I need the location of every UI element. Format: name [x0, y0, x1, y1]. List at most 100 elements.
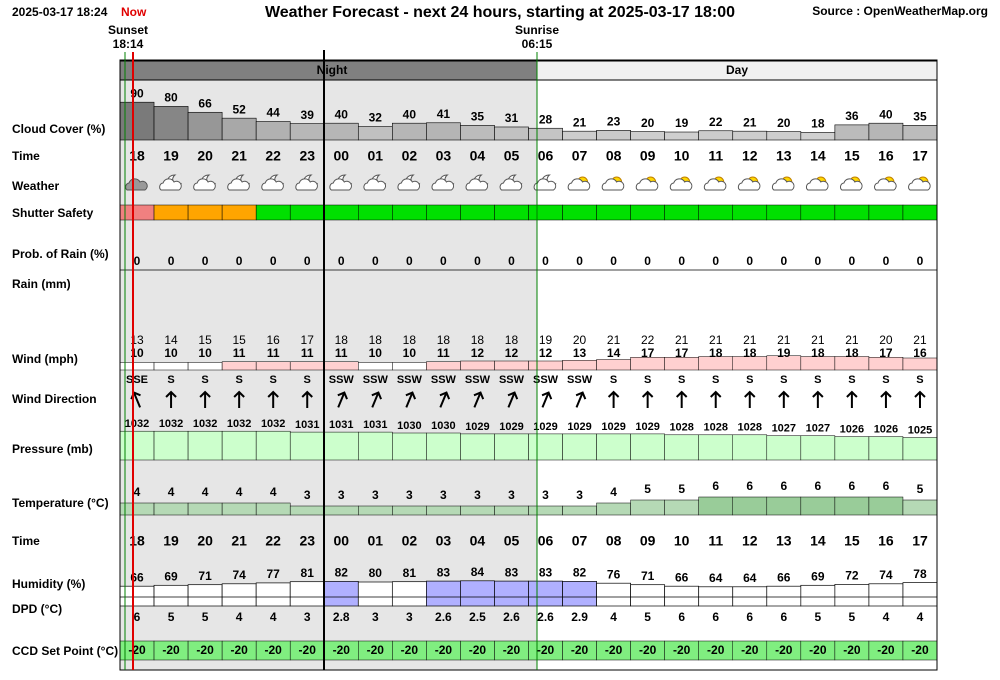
- cloud-bar: [460, 125, 495, 141]
- humidity-bar: [153, 584, 189, 607]
- cloud-value: 80: [164, 91, 178, 105]
- cloud-icon: [805, 178, 829, 191]
- temperature-value: 6: [780, 479, 787, 493]
- period-label: Day: [726, 63, 748, 77]
- hour-label: 14: [810, 533, 826, 549]
- wind-arrow: [575, 391, 587, 408]
- timestamp: 2025-03-17 18:24: [12, 5, 108, 19]
- sunrise-label: Sunrise: [515, 23, 559, 37]
- wind-direction: SSW: [567, 374, 593, 386]
- rain-probability: 0: [406, 254, 413, 268]
- pressure-value: 1029: [499, 421, 523, 433]
- humidity-value: 71: [198, 569, 212, 583]
- cloud-icon: [703, 178, 727, 191]
- shutter-cell: [664, 204, 699, 221]
- pressure-value: 1028: [738, 422, 762, 434]
- wind-direction: S: [270, 374, 277, 386]
- cloud-bar: [902, 125, 938, 141]
- wind-arrow: [371, 391, 383, 408]
- temperature-value: 6: [815, 479, 822, 493]
- dpd-value: 6: [678, 610, 685, 624]
- dpd-value: 4: [917, 610, 924, 624]
- hour-label: 09: [640, 533, 656, 549]
- cloud-icon: [465, 178, 489, 191]
- wind-direction: S: [167, 374, 174, 386]
- ccd-value: -20: [537, 643, 555, 657]
- hour-label: 15: [844, 533, 860, 549]
- wind-arrow: [846, 390, 858, 408]
- wind-gust: 21: [607, 333, 621, 347]
- wind-arrow: [165, 390, 177, 408]
- pressure-value: 1027: [772, 423, 796, 435]
- wind-speed: 10: [164, 346, 178, 360]
- hour-label: 16: [878, 533, 894, 549]
- row-label: Humidity (%): [12, 577, 85, 591]
- hour-label: 01: [368, 533, 384, 549]
- ccd-value: -20: [605, 643, 623, 657]
- humidity-bar: [834, 584, 870, 607]
- shutter-cell: [868, 204, 904, 221]
- shutter-cell: [255, 204, 291, 221]
- weather-icon: [159, 174, 182, 191]
- hour-label: 11: [708, 533, 723, 549]
- title: Weather Forecast - next 24 hours, starti…: [265, 4, 735, 21]
- ccd-value: -20: [299, 643, 317, 657]
- row-label: Time: [12, 149, 40, 163]
- rain-probability: 0: [576, 254, 583, 268]
- ccd-value: -20: [775, 643, 793, 657]
- humidity-value: 74: [879, 568, 893, 582]
- dpd-value: 5: [168, 610, 175, 624]
- weather-icon: [329, 174, 353, 191]
- dpd-value: 6: [712, 610, 719, 624]
- pressure-value: 1030: [397, 420, 421, 432]
- dpd-value: 4: [610, 610, 617, 624]
- wind-gust: 16: [267, 333, 281, 347]
- humidity-bar: [255, 582, 291, 607]
- shutter-cell: [630, 204, 665, 221]
- row-label: Weather: [12, 179, 59, 193]
- hour-label: 21: [231, 533, 247, 549]
- cloud-bar: [153, 106, 189, 141]
- rain-probability: 0: [644, 254, 651, 268]
- cloud-value: 21: [743, 115, 757, 129]
- dpd-value: 4: [883, 610, 890, 624]
- humidity-bar: [494, 580, 529, 607]
- hour-label: 19: [163, 148, 179, 164]
- wind-bar: [289, 361, 325, 371]
- dpd-value: 5: [202, 610, 209, 624]
- wind-direction: S: [235, 374, 242, 386]
- humidity-bar: [289, 581, 325, 607]
- hour-label: 18: [129, 148, 145, 164]
- temperature-value: 3: [372, 488, 379, 502]
- humidity-value: 82: [573, 566, 587, 580]
- rain-probability: 0: [712, 254, 719, 268]
- shutter-cell: [562, 204, 597, 221]
- temperature-value: 4: [134, 485, 141, 499]
- cloud-icon: [227, 178, 250, 191]
- cloud-icon: [840, 178, 863, 191]
- wind-arrow: [675, 390, 688, 408]
- shutter-cell: [834, 204, 870, 221]
- wind-direction: SSW: [431, 374, 457, 386]
- pressure-bar: [324, 431, 359, 461]
- cloud-icon: [635, 178, 659, 191]
- wind-speed: 10: [198, 346, 212, 360]
- wind-gust: 21: [811, 333, 825, 347]
- hour-label: 13: [776, 148, 792, 164]
- weather-icon: [771, 176, 795, 191]
- humidity-bar: [698, 586, 734, 607]
- rain-probability: 0: [883, 254, 890, 268]
- weather-icon: [261, 174, 285, 191]
- shutter-cell: [358, 204, 393, 221]
- rain-probability: 0: [849, 254, 856, 268]
- humidity-bar: [800, 584, 836, 607]
- pressure-value: 1029: [567, 421, 591, 433]
- wind-gust: 14: [164, 333, 178, 347]
- ccd-value: -20: [435, 643, 453, 657]
- pressure-bar: [698, 434, 733, 461]
- dpd-value: 4: [236, 610, 243, 624]
- dpd-value: 6: [780, 610, 787, 624]
- row-label: CCD Set Point (°C): [12, 644, 118, 658]
- shutter-cell: [426, 204, 461, 221]
- humidity-bar: [562, 581, 597, 607]
